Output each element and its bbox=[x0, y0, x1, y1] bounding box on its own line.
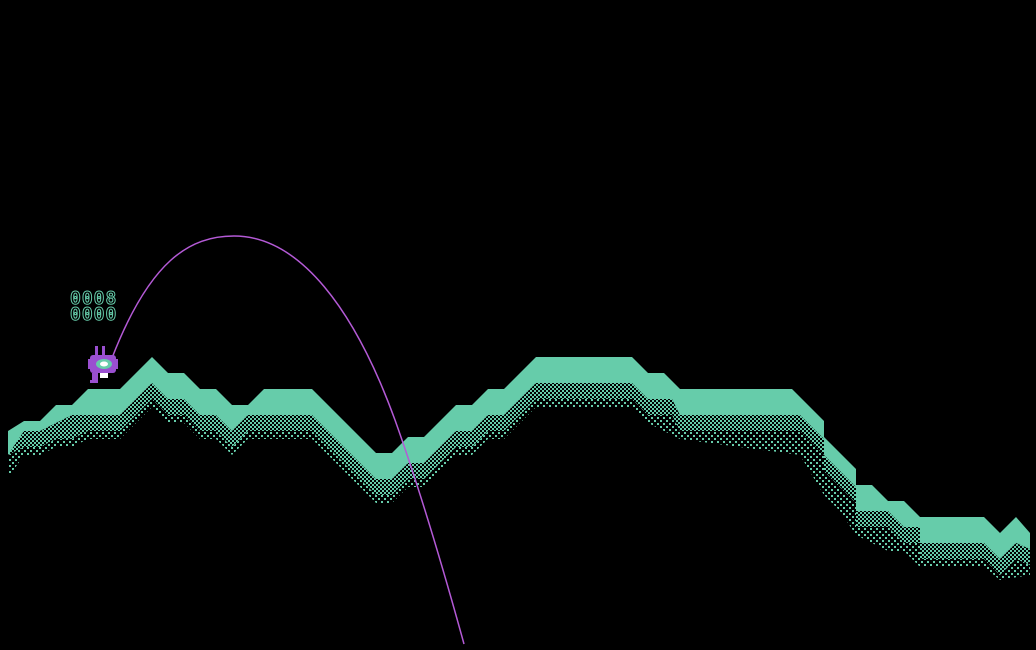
power-readout: 0008 bbox=[69, 288, 118, 309]
terrain-surface bbox=[8, 357, 1030, 559]
trajectory-arc bbox=[111, 235, 465, 645]
terrain-dither-sparse bbox=[8, 399, 1030, 580]
angle-readout: 0000 bbox=[69, 304, 118, 325]
player-creature-icon[interactable] bbox=[88, 346, 118, 383]
terrain-dither-dense bbox=[8, 383, 1030, 575]
